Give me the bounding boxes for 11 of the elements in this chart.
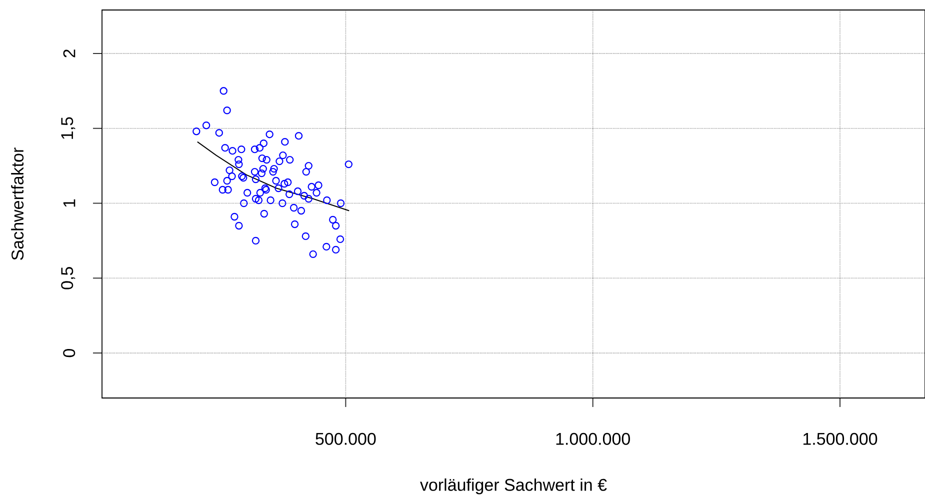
y-tick-label: 2: [63, 50, 76, 58]
y-tick-label: 1,5: [61, 117, 76, 139]
y-tick-label: 0: [63, 348, 76, 358]
x-tick-label: 1.000.000: [556, 432, 630, 445]
x-tick-label: 500.000: [316, 432, 376, 445]
x-axis-title: vorläufiger Sachwert in €: [420, 478, 607, 494]
line-series: [196, 141, 350, 212]
x-tick-label: 1.500.000: [803, 432, 878, 445]
y-axis-title: Sachwertfaktor: [11, 148, 24, 260]
y-tick-label: 0,5: [61, 267, 76, 290]
y-tick-label: 1: [63, 199, 76, 207]
